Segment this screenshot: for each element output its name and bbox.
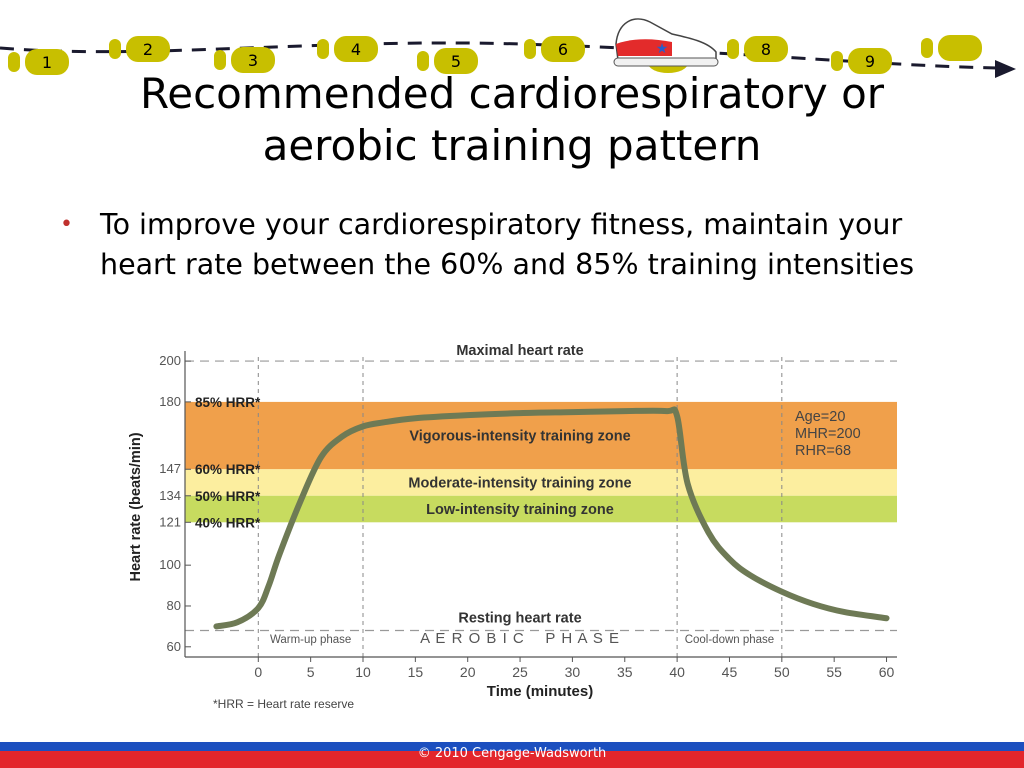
y-tick-label: 80	[167, 598, 181, 613]
y-tick-label: 121	[159, 514, 181, 529]
x-tick-label: 0	[254, 664, 262, 680]
slide-title-line-2: aerobic training pattern	[262, 121, 762, 170]
x-tick-label: 40	[669, 664, 685, 680]
zone-marker-label: 85% HRR*	[195, 395, 261, 410]
x-tick-label: 10	[355, 664, 371, 680]
footprint-number: 2	[143, 40, 153, 59]
x-tick-label: 55	[826, 664, 842, 680]
footprint-heel	[8, 52, 20, 72]
x-tick-label: 30	[565, 664, 581, 680]
shoe-stripe	[616, 39, 672, 56]
footprint	[231, 47, 275, 73]
footnote: *HRR = Heart rate reserve	[213, 697, 354, 711]
footprint	[25, 49, 69, 75]
bullet-list: • To improve your cardiorespiratory fitn…	[60, 205, 960, 285]
path-arrow-icon	[995, 60, 1016, 78]
zone-marker-label: 40% HRR*	[195, 515, 261, 530]
footprint-heel	[417, 51, 429, 71]
footprint	[126, 36, 170, 62]
bullet-text: To improve your cardiorespiratory fitnes…	[100, 208, 915, 281]
x-tick-label: 25	[512, 664, 528, 680]
footprint-heel	[317, 39, 329, 59]
x-tick-label: 45	[722, 664, 738, 680]
zone-label: Vigorous-intensity training zone	[409, 429, 630, 445]
copyright-text: © 2010 Cengage-Wadsworth	[417, 746, 607, 761]
y-tick-label: 180	[159, 394, 181, 409]
footprint-heel	[109, 39, 121, 59]
footprint-heel	[831, 51, 843, 71]
x-axis-title: Time (minutes)	[487, 683, 593, 700]
y-tick-label: 200	[159, 353, 181, 368]
heart-rate-chart: 60 80 100 121 134 147 180 200 0 5 10 15 20 25 30 35 40 45…	[128, 343, 897, 711]
footprint-number: 6	[558, 40, 568, 59]
footprint	[334, 36, 378, 62]
footprint-number: 3	[248, 51, 258, 70]
footprint	[938, 35, 982, 61]
resting-heart-rate-label: Resting heart rate	[458, 610, 581, 626]
shoe-sole	[613, 57, 719, 67]
running-shoe-icon: ★	[613, 18, 719, 67]
footprint	[434, 48, 478, 74]
footprint-path-graphic: 1 2 3 4 5 6 8 9 ★	[0, 18, 1016, 78]
footprint-number: 4	[351, 40, 361, 59]
x-tick-label: 15	[408, 664, 424, 680]
y-axis-title: Heart rate (beats/min)	[128, 432, 144, 581]
phase-label: Warm-up phase	[270, 634, 351, 646]
slide-title: Recommended cardiorespiratory or aerobic…	[0, 68, 1024, 172]
y-tick-label: 134	[159, 488, 181, 503]
phase-label: Cool-down phase	[685, 634, 775, 646]
footer-blue-stripe	[0, 742, 1024, 751]
info-box-line: Age=20	[795, 409, 845, 425]
x-tick-label: 35	[617, 664, 633, 680]
y-tick-label: 147	[159, 461, 181, 476]
footprint-heel	[921, 38, 933, 58]
footprint-heel	[524, 39, 536, 59]
footprint-heel	[214, 50, 226, 70]
footprint	[541, 36, 585, 62]
footer-bar	[0, 742, 1024, 768]
bullet-icon: •	[60, 212, 73, 237]
max-heart-rate-label: Maximal heart rate	[456, 343, 583, 359]
footprint	[848, 48, 892, 74]
footprint-number: 8	[761, 40, 771, 59]
zone-label: Low-intensity training zone	[426, 502, 614, 518]
x-tick-label: 5	[307, 664, 315, 680]
shoe-star-icon: ★	[656, 41, 669, 57]
bullet-item: • To improve your cardiorespiratory fitn…	[60, 205, 960, 285]
footprint	[744, 36, 788, 62]
footprint-heel	[727, 39, 739, 59]
phase-label: A E R O B I C P H A S E	[420, 630, 620, 647]
footer-red-stripe	[0, 751, 1024, 768]
footprint-number: 9	[865, 52, 875, 71]
footprint-number: 1	[42, 53, 52, 72]
zone-label: Moderate-intensity training zone	[408, 476, 631, 492]
x-tick-label: 20	[460, 664, 476, 680]
footprint-number: 5	[451, 52, 461, 71]
zone-marker-label: 50% HRR*	[195, 489, 261, 504]
info-box-line: RHR=68	[795, 443, 851, 459]
x-tick-label: 50	[774, 664, 790, 680]
y-tick-label: 60	[167, 639, 181, 654]
info-box-line: MHR=200	[795, 426, 861, 442]
heart-rate-series-line	[213, 406, 890, 630]
zone-marker-label: 60% HRR*	[195, 462, 261, 477]
footprint-header: 1 2 3 4 5 6 8 9 ★	[0, 0, 1024, 90]
x-tick-label: 60	[879, 664, 895, 680]
y-tick-label: 100	[159, 557, 181, 572]
slide-title-line-1: Recommended cardiorespiratory or	[139, 69, 885, 118]
